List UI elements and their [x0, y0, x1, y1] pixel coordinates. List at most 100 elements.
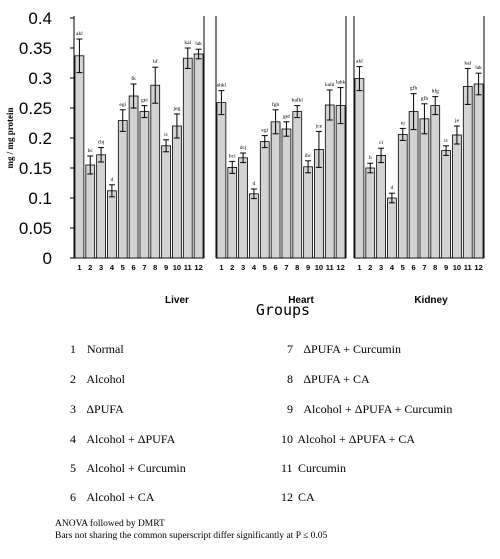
- data-label: egi: [261, 128, 268, 134]
- bar: [281, 128, 292, 259]
- bar: [182, 57, 193, 259]
- bar: [259, 141, 270, 259]
- bar: [270, 121, 281, 259]
- data-label: jeg: [173, 106, 181, 112]
- bar: [354, 78, 365, 259]
- data-label: d: [111, 177, 114, 183]
- x-tick-label: 9: [164, 263, 168, 272]
- bar: [452, 134, 462, 259]
- x-tick-label: 1: [219, 263, 223, 272]
- data-label: hafkl: [292, 97, 304, 104]
- bar: [292, 111, 303, 259]
- bar: [335, 105, 346, 259]
- panel-title: Kidney: [414, 295, 448, 306]
- x-tick-label: 12: [336, 263, 344, 272]
- bar: [365, 167, 376, 259]
- x-tick-label: 7: [142, 263, 146, 272]
- bar: [107, 190, 117, 259]
- x-tick-label: 10: [453, 263, 461, 272]
- data-label: je: [454, 118, 460, 124]
- y-tick-label: 0.4: [28, 9, 52, 28]
- x-tick-label: 11: [326, 263, 334, 272]
- data-label: ej: [401, 120, 405, 126]
- x-tick-label: 9: [444, 263, 448, 272]
- bar: [441, 150, 451, 259]
- footnote-anova: ANOVA followed by DMRT: [55, 519, 165, 529]
- x-tick-label: 1: [357, 263, 361, 272]
- x-tick-label: 2: [88, 263, 92, 272]
- bar: [161, 145, 171, 259]
- data-label: gei: [141, 98, 148, 104]
- data-label: lak: [475, 65, 482, 71]
- bar: [462, 86, 473, 259]
- bar: [430, 105, 441, 259]
- x-tick-label: 5: [263, 263, 267, 272]
- data-label: ahkl: [217, 83, 227, 89]
- x-tick-label: 2: [368, 263, 372, 272]
- x-tick-label: 4: [252, 263, 257, 272]
- x-tick-label: 7: [284, 263, 288, 272]
- x-tick-label: 6: [411, 263, 415, 272]
- y-tick-label: 0.2: [28, 129, 52, 148]
- y-tick-label: 0.35: [19, 39, 52, 58]
- data-label: akl: [76, 31, 83, 37]
- x-tick-label: 4: [110, 263, 115, 272]
- x-tick-label: 8: [153, 263, 157, 272]
- y-tick-label: 0.3: [28, 69, 52, 88]
- bar: [150, 84, 161, 259]
- data-label: ci: [379, 140, 383, 146]
- x-tick-label: 9: [306, 263, 310, 272]
- data-label: lak: [195, 41, 202, 47]
- bar: [74, 55, 85, 259]
- bar: [397, 133, 408, 259]
- data-label: d: [391, 185, 394, 191]
- legend-item-4: 4 Alcohol + ΔPUFA: [70, 432, 176, 446]
- data-label: ibc: [305, 153, 312, 159]
- bar: [117, 120, 128, 259]
- x-tick-label: 12: [474, 263, 482, 272]
- data-label: gfh: [421, 95, 429, 102]
- bar: [227, 166, 238, 259]
- footnotes: ANOVA followed by DMRT Bars not sharing …: [55, 518, 327, 542]
- x-tick-label: 12: [194, 263, 202, 272]
- bar: [139, 111, 150, 259]
- data-label: lahk: [336, 80, 346, 86]
- legend-item-8: 8 ΔPUFA + CA: [287, 372, 370, 386]
- legend-item-3: 3 ΔPUFA: [70, 402, 124, 416]
- y-tick-label: 0.15: [19, 159, 52, 178]
- x-tick-label: 3: [379, 263, 383, 272]
- bar: [324, 104, 335, 259]
- legend-item-7: 7 ΔPUFA + Curcumin: [287, 342, 401, 356]
- x-tick-label: 10: [173, 263, 181, 272]
- legend-item-11: 11 Curcumin: [281, 461, 346, 475]
- data-label: cbj: [98, 140, 105, 146]
- data-label: fgh: [272, 101, 280, 108]
- bar: [473, 83, 484, 259]
- legend-item-6: 6 Alcohol + CA: [70, 490, 155, 504]
- bar: [238, 157, 248, 259]
- data-label: bci: [229, 153, 236, 159]
- y-axis-label: mg / mg protein: [5, 107, 15, 168]
- bar: [387, 197, 397, 259]
- x-tick-label: 1: [77, 263, 81, 272]
- x-tick-label: 5: [121, 263, 125, 272]
- data-label: fk: [131, 75, 136, 82]
- data-label: bc: [88, 148, 94, 154]
- data-label: ic: [164, 132, 169, 138]
- data-label: kal: [464, 60, 471, 66]
- data-label: egi: [119, 102, 126, 108]
- y-tick-label: 0.05: [19, 219, 52, 238]
- x-tick-label: 8: [433, 263, 437, 272]
- data-label: dcj: [240, 145, 247, 151]
- legend-item-12: 12 CA: [281, 490, 315, 504]
- legend-item-2: 2 Alcohol: [70, 372, 126, 386]
- x-tick-label: 6: [131, 263, 135, 272]
- bar: [376, 154, 386, 259]
- panel-title: Liver: [165, 295, 189, 306]
- x-tick-label: 8: [295, 263, 299, 272]
- legend-item-10: 10 Alcohol + ΔPUFA + CA: [281, 432, 416, 446]
- x-tick-label: 11: [184, 263, 192, 272]
- data-label: gef: [283, 113, 290, 120]
- data-label: gfh: [410, 85, 418, 92]
- group-legend: 1 Normal 2 Alcohol 3 ΔPUFA 4 Alcohol + Δ…: [0, 340, 500, 510]
